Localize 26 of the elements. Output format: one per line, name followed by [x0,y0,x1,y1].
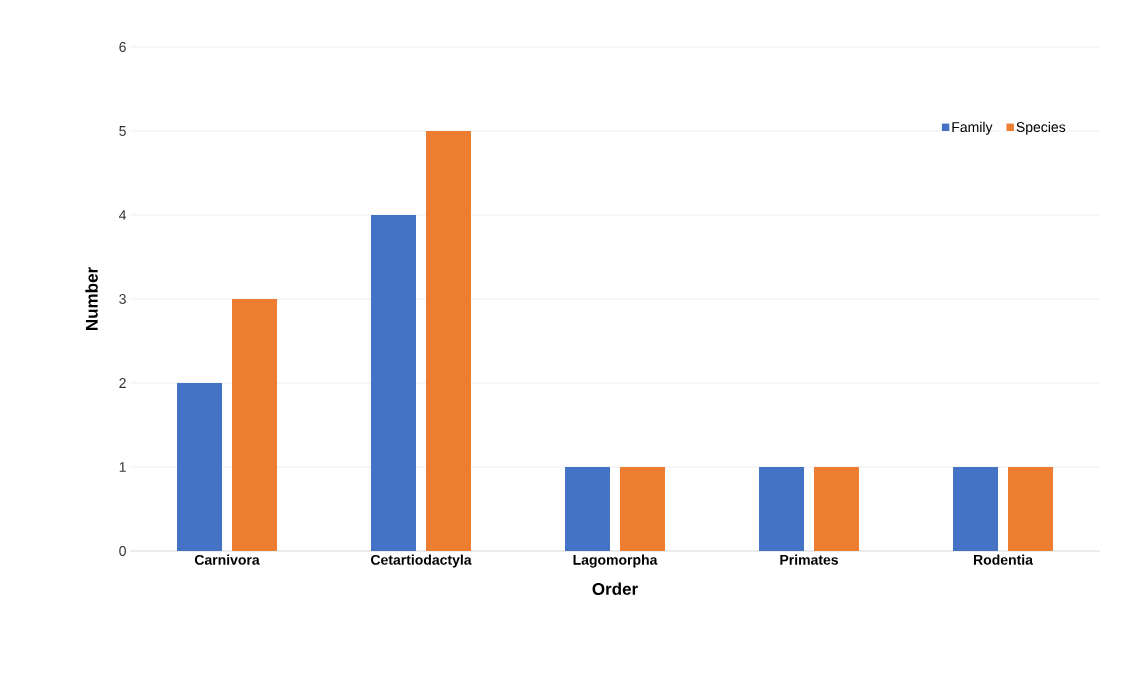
bar [426,130,471,551]
x-tick-label: Cetartiodactyla [371,554,472,568]
bar [620,467,665,551]
y-tick-label: 4 [119,210,127,220]
y-tick-label: 2 [119,378,126,388]
bar [1008,467,1054,551]
y-tick-label: 3 [119,294,126,304]
bar [953,467,999,551]
legend-label: Species [1016,121,1066,135]
bar [177,383,222,551]
bar [371,214,416,551]
legend-label: Family [952,121,993,135]
x-tick-label: Carnivora [194,554,260,565]
bar [232,299,277,551]
y-tick-label: 0 [119,546,126,556]
y-axis-title: Number [85,267,98,330]
x-tick-label: Rodentia [974,554,1034,565]
x-axis-title: Order [592,582,638,595]
x-tick-label: Primates [780,554,838,565]
bar [565,467,611,551]
x-tick-label: Lagomorpha [573,554,658,568]
bar [759,467,804,551]
y-tick-label: 1 [119,462,126,472]
bar [814,467,860,551]
y-tick-label: 5 [119,126,126,136]
y-tick-label: 6 [119,42,126,52]
